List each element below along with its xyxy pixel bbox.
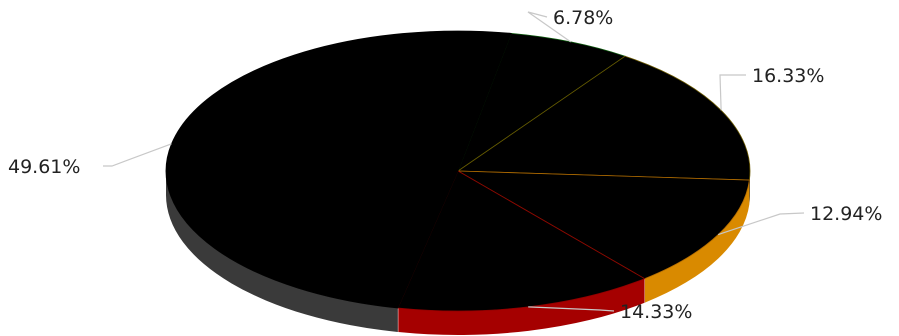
leader-line-4 bbox=[528, 306, 615, 312]
pie-side-3 bbox=[644, 180, 750, 303]
leader-line-1 bbox=[527, 11, 572, 43]
slice-label-1: 6.78% bbox=[553, 7, 613, 29]
pie-tops bbox=[165, 30, 751, 312]
slice-label-3: 12.94% bbox=[810, 203, 882, 225]
leader-lines bbox=[103, 11, 805, 312]
slice-label-5: 49.61% bbox=[8, 156, 80, 178]
pie-side-4 bbox=[398, 278, 645, 335]
pie-slice-5[interactable] bbox=[165, 30, 512, 309]
pie-slice-3[interactable] bbox=[457, 170, 750, 280]
leader-line-5 bbox=[103, 143, 172, 167]
pie-side-5 bbox=[166, 171, 398, 332]
slice-labels: 6.78% 16.33% 12.94% 14.33% 49.61% bbox=[8, 7, 882, 323]
leader-line-3 bbox=[717, 212, 805, 236]
slice-label-2: 16.33% bbox=[752, 65, 824, 87]
leader-line-2 bbox=[719, 74, 746, 111]
pie-slice-4[interactable] bbox=[397, 170, 646, 312]
slice-label-4: 14.33% bbox=[620, 301, 692, 323]
